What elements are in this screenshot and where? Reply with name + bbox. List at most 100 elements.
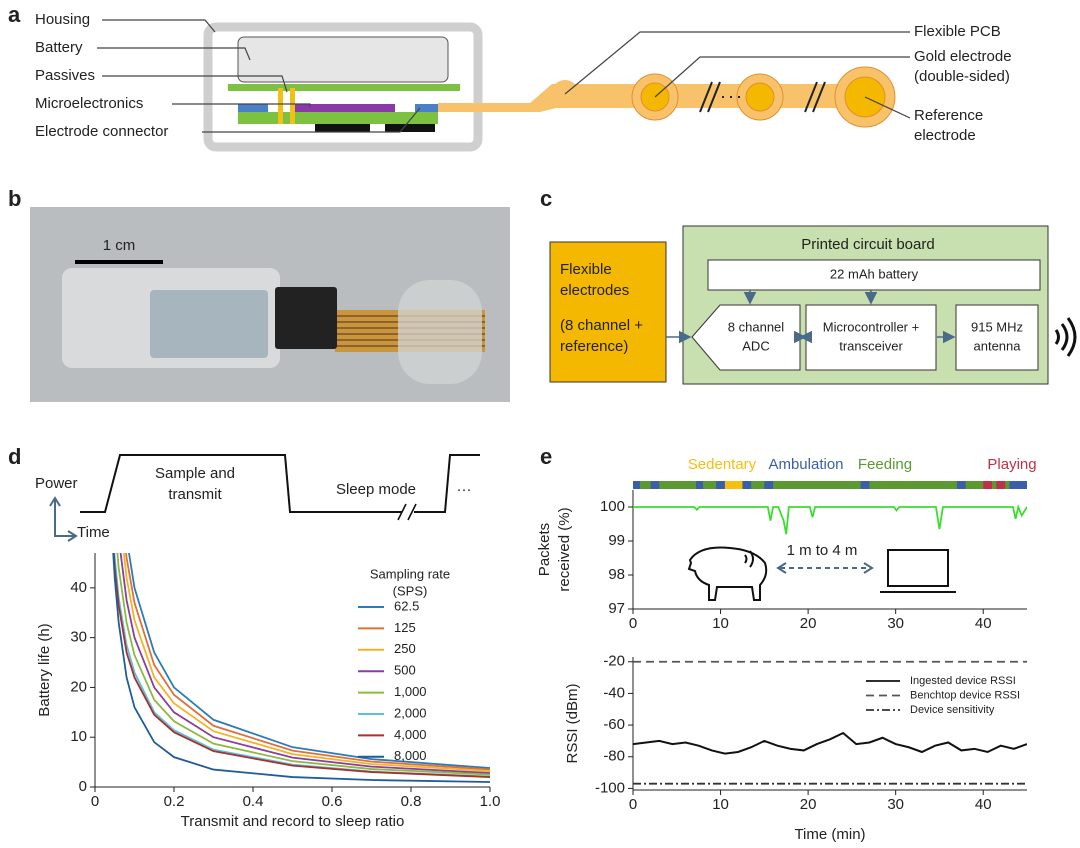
y-tick-label: 30 bbox=[70, 629, 87, 646]
legend-label: 2,000 bbox=[394, 705, 427, 720]
leader bbox=[564, 31, 910, 95]
activity-label: Feeding bbox=[858, 456, 912, 473]
chart: 0 10 20 30 40 97 98 99 100 Packets received (%) Sed… bbox=[536, 456, 1037, 632]
arrowheads bbox=[49, 496, 78, 542]
y-tick-label: 99 bbox=[608, 532, 625, 549]
y-axis-label: received (%) bbox=[556, 507, 573, 591]
activity-band bbox=[633, 481, 641, 489]
legend-label: 4,000 bbox=[394, 727, 427, 742]
panel-label: d bbox=[8, 444, 21, 469]
activity-band bbox=[956, 481, 966, 489]
x-tick-label: 0.8 bbox=[401, 793, 422, 810]
label: 8 channel bbox=[728, 319, 784, 334]
connector bbox=[315, 124, 370, 132]
label: Flexible PCB bbox=[914, 23, 1001, 40]
leader bbox=[654, 56, 910, 98]
connector bbox=[385, 124, 435, 132]
series-line bbox=[112, 553, 490, 778]
activity-band bbox=[742, 481, 752, 489]
y-tick-label: 40 bbox=[70, 579, 87, 596]
legend-label: Ingested device RSSI bbox=[910, 675, 1016, 687]
label: antenna bbox=[974, 338, 1022, 353]
label: Printed circuit board bbox=[801, 236, 934, 253]
leader bbox=[102, 19, 216, 33]
y-tick-label: -60 bbox=[603, 716, 625, 733]
x-tick-label: 0 bbox=[629, 796, 637, 813]
x-tick-label: 0 bbox=[91, 793, 99, 810]
passive bbox=[290, 88, 295, 124]
arrowheads bbox=[776, 562, 874, 574]
legend-label: 500 bbox=[394, 663, 416, 678]
wireless-icon bbox=[1054, 317, 1077, 357]
y-tick-label: 0 bbox=[79, 778, 87, 795]
label: electrode bbox=[914, 127, 976, 144]
label: Passives bbox=[35, 67, 95, 84]
series-line bbox=[116, 553, 490, 776]
activity-band bbox=[633, 481, 1027, 489]
label: transmit bbox=[168, 486, 222, 503]
series-group bbox=[633, 504, 1027, 535]
x-tick-label: 0.6 bbox=[322, 793, 343, 810]
panel-label: c bbox=[540, 186, 552, 211]
x-tick-label: 10 bbox=[712, 796, 729, 813]
y-tick-label: -20 bbox=[603, 653, 625, 670]
x-axis-label: Transmit and record to sleep ratio bbox=[181, 813, 405, 830]
y-tick-label: 97 bbox=[608, 600, 625, 617]
device-cross-section: Housing Battery Passives Microelectronic… bbox=[35, 11, 1012, 152]
y-tick-label: 10 bbox=[70, 728, 87, 745]
y-tick-label: 98 bbox=[608, 566, 625, 583]
leader bbox=[102, 75, 288, 93]
series-line bbox=[122, 553, 490, 772]
activity-label: Playing bbox=[987, 456, 1036, 473]
label: Time bbox=[77, 524, 110, 541]
activity-band bbox=[724, 481, 743, 489]
waveform bbox=[80, 454, 480, 513]
label: electrodes bbox=[560, 282, 629, 299]
series-line bbox=[119, 553, 490, 774]
label: ··· bbox=[457, 481, 472, 498]
x-tick-label: 40 bbox=[975, 615, 992, 632]
activity-band bbox=[1009, 481, 1027, 489]
panel-label: a bbox=[8, 2, 21, 27]
device-photo: 1 cm bbox=[30, 207, 510, 402]
chip bbox=[275, 287, 337, 349]
x-tick-label: 0 bbox=[629, 615, 637, 632]
scale-label: 1 cm bbox=[103, 237, 136, 254]
chart: 0 0.2 0.4 0.6 0.8 1.0 0 10 20 30 40 Transmit and re… bbox=[36, 553, 501, 830]
y-tick-label: -100 bbox=[595, 779, 625, 796]
series-line bbox=[128, 553, 490, 769]
leader bbox=[172, 103, 311, 107]
y-axis-label: RSSI (dBm) bbox=[564, 683, 581, 763]
series-line bbox=[633, 731, 1027, 755]
activity-label: Sedentary bbox=[688, 456, 757, 473]
axes bbox=[54, 500, 74, 537]
activity-band bbox=[696, 481, 704, 489]
label: Housing bbox=[35, 11, 90, 28]
series-line bbox=[633, 504, 1027, 535]
y-tick-label: 20 bbox=[70, 678, 87, 695]
legend-label: 62.5 bbox=[394, 598, 419, 613]
y-axis-label: Packets bbox=[536, 523, 553, 576]
mcu-box bbox=[805, 304, 937, 371]
x-tick-label: 40 bbox=[975, 796, 992, 813]
y-tick-label: 100 bbox=[600, 498, 625, 515]
series-group bbox=[633, 660, 1027, 785]
wave bbox=[1060, 323, 1069, 351]
legend-label: 125 bbox=[394, 620, 416, 635]
legend-label: Device sensitivity bbox=[910, 704, 995, 716]
activity-band bbox=[860, 481, 870, 489]
activity-band bbox=[716, 481, 725, 489]
x-tick-label: 1.0 bbox=[480, 793, 501, 810]
microelectronics bbox=[295, 104, 395, 112]
series-line bbox=[112, 553, 490, 783]
label: 22 mAh battery bbox=[830, 266, 919, 281]
break-mark bbox=[397, 503, 417, 521]
x-tick-label: 20 bbox=[800, 796, 817, 813]
label: (8 channel + bbox=[560, 317, 643, 334]
label: (double-sided) bbox=[914, 68, 1010, 85]
x-tick-label: 30 bbox=[887, 796, 904, 813]
housing bbox=[203, 22, 483, 152]
label: Reference bbox=[914, 107, 983, 124]
label: ADC bbox=[742, 338, 769, 353]
